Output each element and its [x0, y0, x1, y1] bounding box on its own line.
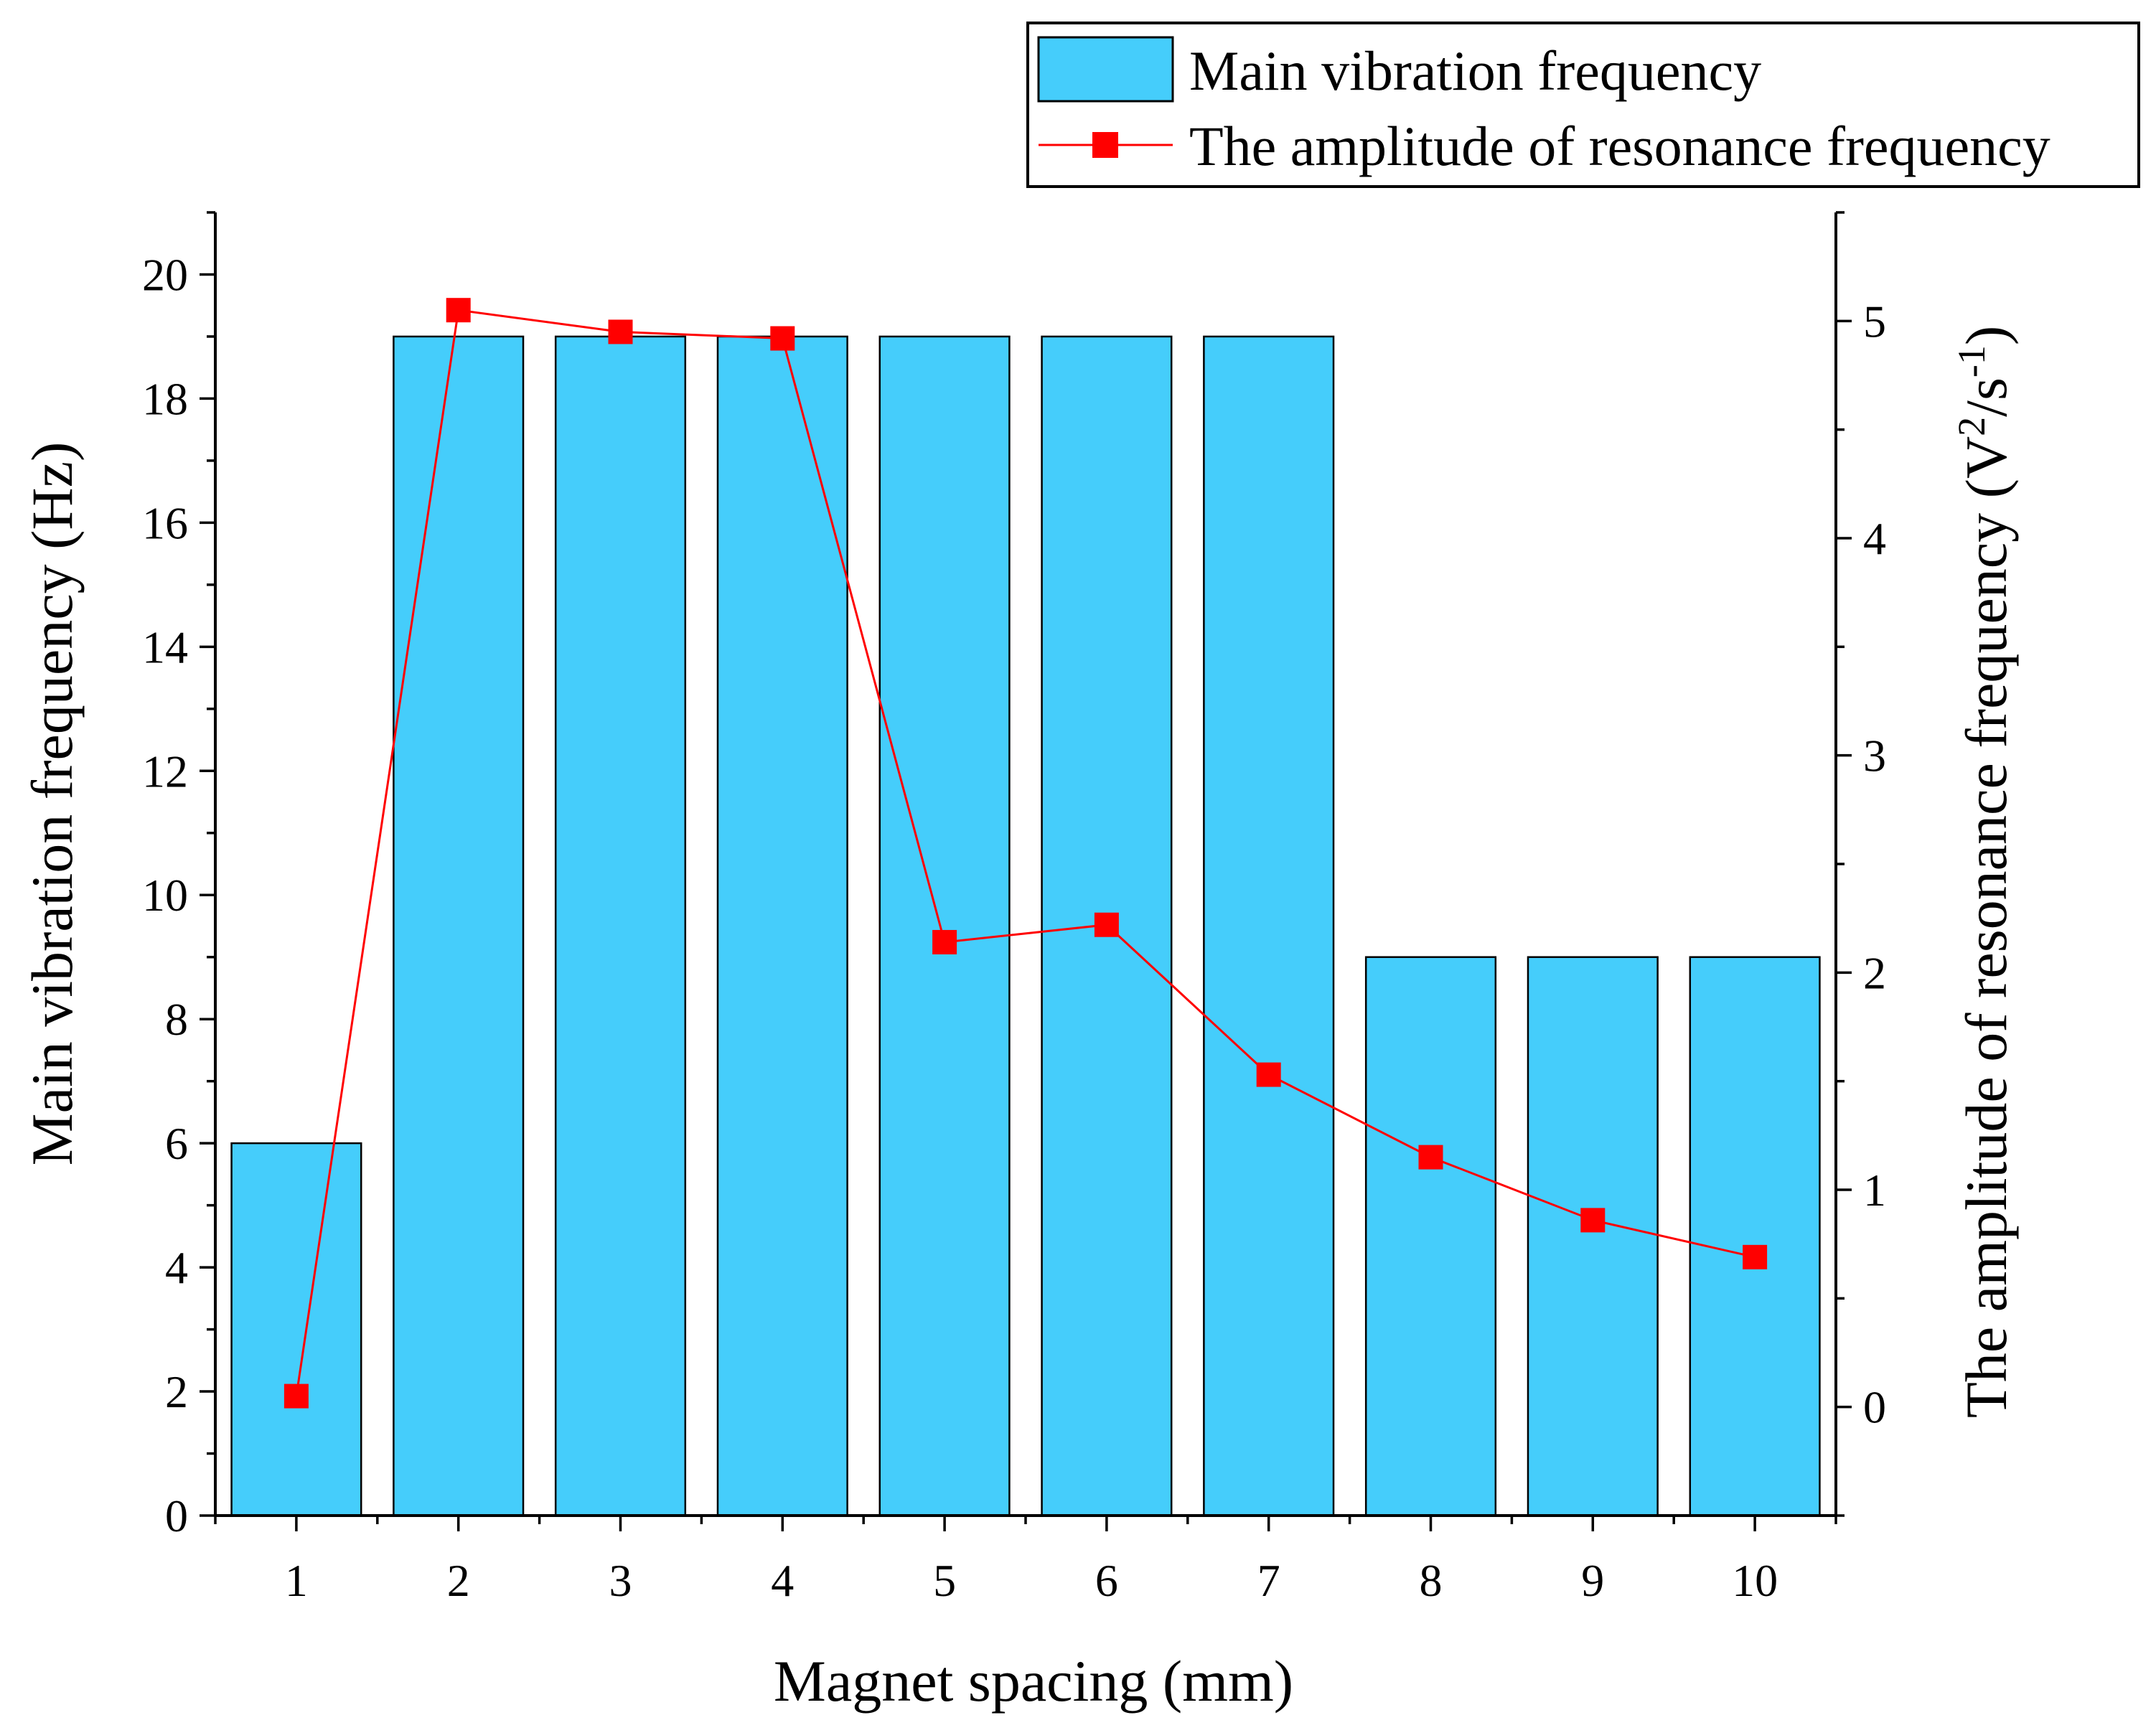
- x-tick-label: 6: [1095, 1555, 1118, 1606]
- bar-9: [1527, 956, 1659, 1517]
- bar-8: [1364, 956, 1497, 1517]
- bar-10: [1689, 956, 1821, 1517]
- amplitude-point-7: [1256, 1062, 1281, 1087]
- right-y-tick-label: 2: [1863, 947, 1886, 998]
- legend: Main vibration frequency The amplitude o…: [1026, 22, 2140, 188]
- right-y-tick-label: 0: [1863, 1382, 1886, 1433]
- left-y-axis-title: Main vibration frequency (Hz): [19, 442, 85, 1166]
- x-tick-label: 10: [1732, 1555, 1778, 1606]
- amplitude-point-9: [1580, 1208, 1606, 1233]
- left-y-tick-label: 12: [142, 746, 188, 797]
- bar-4: [716, 335, 848, 1517]
- x-axis-title: Magnet spacing (mm): [774, 1648, 1293, 1714]
- bar-7: [1203, 335, 1335, 1517]
- x-tick-label: 7: [1257, 1555, 1280, 1606]
- left-y-tick-label: 10: [142, 870, 188, 921]
- right-y-axis-title-sup2: -1: [1950, 345, 1993, 377]
- amplitude-point-2: [446, 298, 471, 323]
- x-tick-label: 3: [609, 1555, 632, 1606]
- right-y-tick-label: 1: [1863, 1165, 1886, 1216]
- left-y-tick-label: 18: [142, 373, 188, 424]
- legend-box: [1026, 22, 2140, 188]
- right-y-tick-label: 4: [1863, 513, 1886, 564]
- amplitude-point-8: [1418, 1145, 1443, 1170]
- amplitude-point-4: [770, 326, 795, 351]
- x-tick-label: 9: [1581, 1555, 1604, 1606]
- x-tick-label: 1: [285, 1555, 308, 1606]
- amplitude-point-10: [1743, 1244, 1768, 1269]
- line-series: [283, 298, 1768, 1409]
- left-y-tick-label: 4: [165, 1242, 188, 1293]
- bar-3: [554, 335, 687, 1517]
- right-y-tick-label: 3: [1863, 731, 1886, 781]
- amplitude-point-5: [932, 929, 957, 954]
- right-y-axis-title-sup1: 2: [1950, 417, 1993, 436]
- legend-label-line: The amplitude of resonance frequency: [1189, 115, 2050, 177]
- x-tick-label: 2: [447, 1555, 470, 1606]
- left-y-tick-label: 0: [165, 1490, 188, 1541]
- left-y-tick-label: 8: [165, 994, 188, 1045]
- left-y-tick-label: 16: [142, 497, 188, 548]
- x-tick-label: 5: [933, 1555, 956, 1606]
- left-y-tick-label: 14: [142, 621, 188, 672]
- legend-swatch-bar: [1037, 36, 1174, 103]
- right-y-axis-title-mid: /s: [1954, 377, 2019, 417]
- x-tick-label: 4: [771, 1555, 794, 1606]
- left-y-tick-label: 6: [165, 1118, 188, 1169]
- left-y-tick-label: 20: [142, 249, 188, 300]
- right-y-axis-title-main: The amplitude of resonance frequency (V: [1954, 436, 2019, 1418]
- legend-label-bar: Main vibration frequency: [1189, 39, 1761, 102]
- left-y-tick-label: 2: [165, 1366, 188, 1417]
- amplitude-line: [295, 309, 1756, 1396]
- right-y-axis-title: The amplitude of resonance frequency (V2…: [1950, 326, 2019, 1418]
- bar-1: [230, 1142, 362, 1517]
- bar-5: [878, 335, 1011, 1517]
- right-y-axis-title-end: ): [1954, 326, 2019, 345]
- amplitude-point-6: [1094, 912, 1119, 937]
- bar-series: [230, 335, 1821, 1517]
- bar-2: [393, 335, 525, 1517]
- x-tick-label: 8: [1420, 1555, 1443, 1606]
- amplitude-point-3: [608, 319, 633, 344]
- legend-swatch-marker: [1092, 132, 1118, 158]
- amplitude-point-1: [283, 1384, 309, 1409]
- right-y-tick-label: 5: [1863, 296, 1886, 347]
